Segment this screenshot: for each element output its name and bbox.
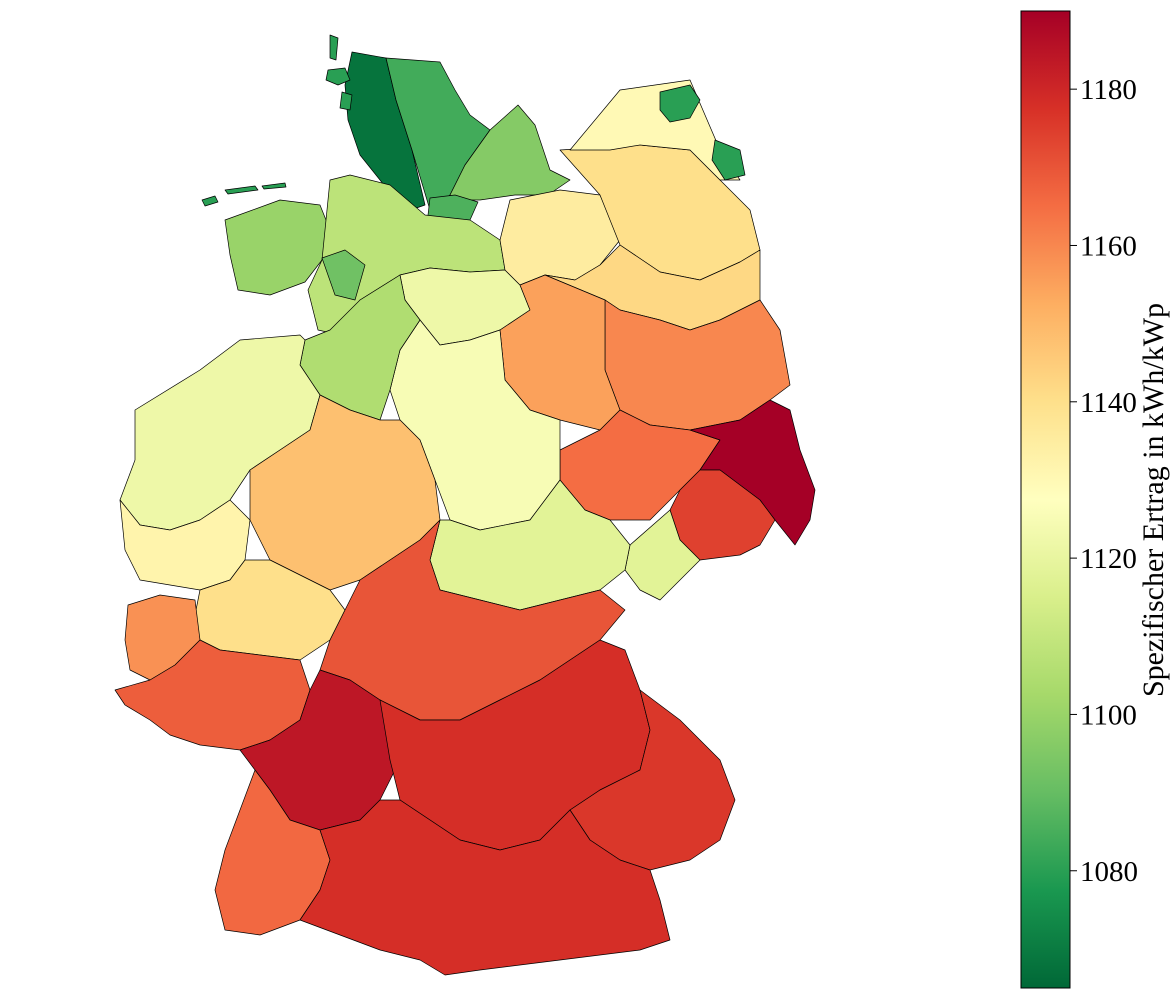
colorbar-tick-label: 1120 — [1080, 543, 1137, 575]
map-island — [339, 91, 353, 111]
map-island — [224, 185, 259, 195]
map-island — [201, 195, 219, 207]
colorbar-title: Spezifischer Ertrag in kWh/kWp — [1137, 303, 1170, 697]
map-region — [224, 199, 331, 296]
map-region — [299, 799, 671, 976]
map-region — [499, 274, 621, 431]
colorbar-tick-label: 1140 — [1080, 387, 1137, 419]
colorbar-tick-label: 1080 — [1080, 856, 1138, 888]
map-region — [449, 104, 571, 201]
map-island — [261, 182, 287, 190]
map-region — [321, 249, 366, 301]
map-island — [659, 84, 701, 123]
map-region — [624, 509, 701, 601]
colorbar-tick-label: 1180 — [1080, 74, 1137, 106]
map-regions — [114, 34, 816, 976]
map-island — [325, 67, 351, 86]
map-island — [329, 34, 339, 61]
colorbar-ticks: 1080 1100 1120 1140 1160 1180 — [1070, 74, 1138, 888]
map-island — [711, 139, 746, 181]
colorbar-gradient — [1020, 10, 1071, 989]
colorbar-tick-label: 1100 — [1080, 699, 1137, 731]
colorbar-tick-label: 1160 — [1080, 230, 1137, 262]
